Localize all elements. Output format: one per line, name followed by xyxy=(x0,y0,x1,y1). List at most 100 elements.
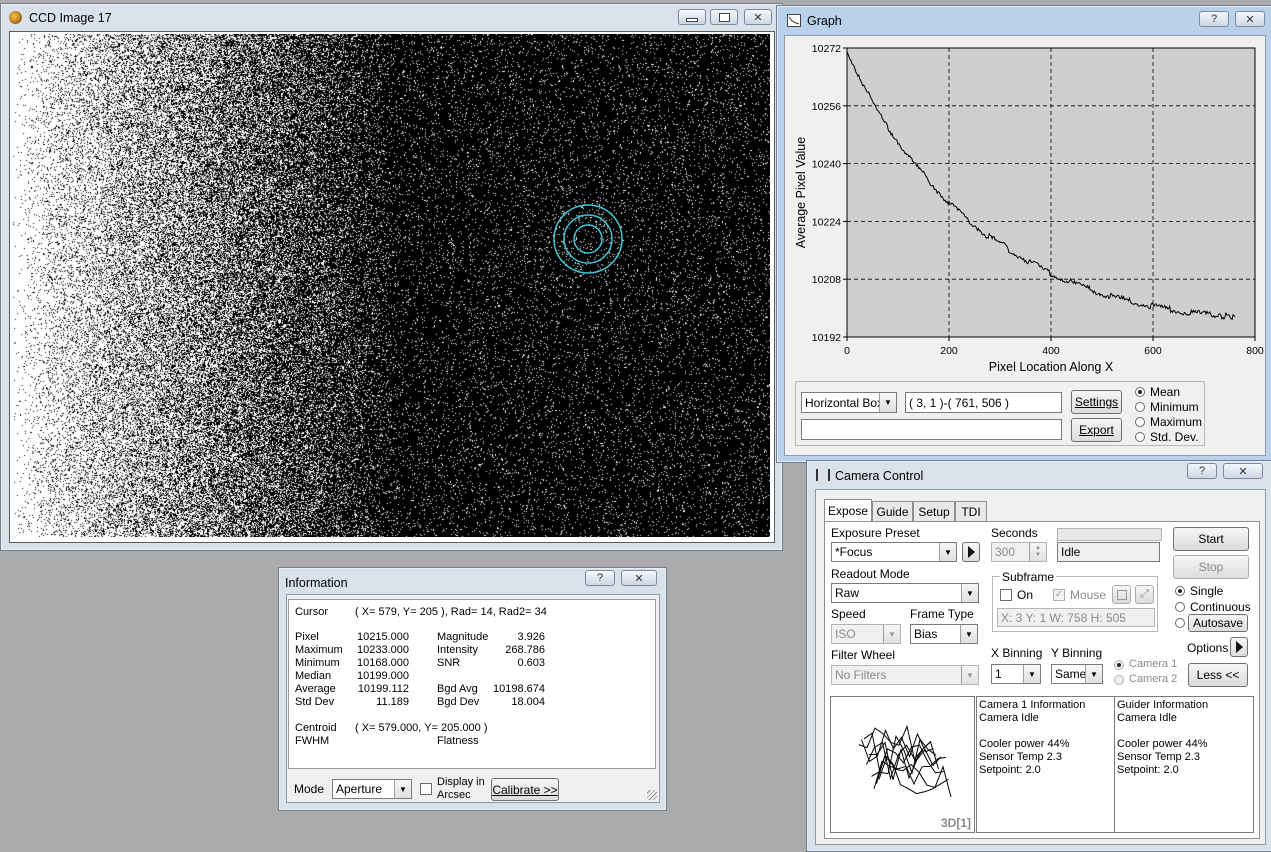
graph-mode-select[interactable]: Horizontal Box ▼ xyxy=(801,392,897,413)
y-tick-label: 10192 xyxy=(812,332,841,344)
camera2-option[interactable]: Camera 2 xyxy=(1113,672,1183,687)
readout-mode-select[interactable]: Raw ▼ xyxy=(831,583,979,603)
stop-button[interactable]: Stop xyxy=(1173,555,1249,579)
exposure-progress-bar xyxy=(1057,528,1162,541)
info-mode-label: Mode xyxy=(294,782,325,796)
tab-tdi[interactable]: TDI xyxy=(955,501,987,521)
arcsec-checkbox[interactable] xyxy=(420,783,432,795)
resize-grip-icon[interactable] xyxy=(647,790,657,800)
stat-label: Std Dev xyxy=(295,696,335,708)
close-icon: ✕ xyxy=(753,11,763,24)
maximize-button[interactable] xyxy=(710,9,738,25)
readout-mode-label: Readout Mode xyxy=(831,567,910,581)
help-icon: ? xyxy=(596,572,604,584)
chevron-down-icon: ▼ xyxy=(879,393,896,412)
close-button[interactable]: ✕ xyxy=(744,9,772,25)
stat-value: 10168.000 xyxy=(357,657,409,669)
y-binning-select[interactable]: Same ▼ xyxy=(1051,664,1103,684)
graph-close-button[interactable]: ✕ xyxy=(1235,11,1265,27)
ccd-image[interactable] xyxy=(12,34,770,537)
preview-mesh-line xyxy=(866,740,939,781)
stat-label: SNR xyxy=(437,657,461,669)
information-close-button[interactable]: ✕ xyxy=(621,570,657,586)
info-mode-select[interactable]: Aperture ▼ xyxy=(332,779,412,799)
stat-label: Average xyxy=(295,683,336,695)
camera1-option[interactable]: Camera 1 xyxy=(1113,657,1183,672)
chevron-down-icon: ▼ xyxy=(939,543,956,561)
graph-region-field[interactable]: ( 3, 1 )-( 761, 506 ) xyxy=(905,392,1062,413)
stat-option-std-dev[interactable]: Std. Dev. xyxy=(1133,429,1213,444)
autosave-button[interactable]: Autosave xyxy=(1188,614,1248,632)
start-button[interactable]: Start xyxy=(1173,527,1249,551)
subframe-select-button[interactable] xyxy=(1112,585,1131,604)
mode-option-autosave[interactable]: Autosave xyxy=(1173,614,1259,632)
mode-option-single[interactable]: Single xyxy=(1173,583,1259,598)
y-tick-label: 10256 xyxy=(812,101,841,113)
stat-label: Magnitude xyxy=(437,631,489,643)
x-binning-select[interactable]: 1 ▼ xyxy=(991,664,1041,684)
camera-info-panel: Camera 1 Information Camera Idle Cooler po… xyxy=(976,696,1116,833)
x-tick-label: 800 xyxy=(1246,345,1264,357)
information-window: Information ? ✕ Cursor ( X= 579, Y= 205 … xyxy=(278,567,667,811)
stat-option-minimum[interactable]: Minimum xyxy=(1133,399,1213,414)
camera-info-line: Cooler power 44% xyxy=(979,738,1070,750)
stat-value: 10198.674 xyxy=(493,683,545,695)
preview-mesh-line xyxy=(876,755,949,795)
chevron-down-icon: ▼ xyxy=(1023,665,1040,683)
preview-mesh-line xyxy=(863,732,937,775)
stat-label: Pixel xyxy=(295,631,319,643)
information-titlebar[interactable]: Information xyxy=(279,568,666,596)
minimize-button[interactable] xyxy=(678,9,706,25)
centroid-value: ( X= 579.000, Y= 205.000 ) xyxy=(355,722,488,734)
information-help-button[interactable]: ? xyxy=(585,570,615,586)
help-icon: ? xyxy=(1210,13,1218,25)
options-button[interactable] xyxy=(1230,637,1248,657)
ccd-titlebar[interactable]: CCD Image 17 xyxy=(1,4,782,32)
information-client: Cursor ( X= 579, Y= 205 ), Rad= 14, Rad2… xyxy=(286,594,660,803)
camera-close-button[interactable]: ✕ xyxy=(1223,463,1263,479)
less-button[interactable]: Less << xyxy=(1188,663,1248,687)
arcsec-label-2: Arcsec xyxy=(437,789,471,801)
tab-setup[interactable]: Setup xyxy=(913,501,955,521)
stat-label: Maximum xyxy=(295,644,343,656)
chevron-down-icon: ▼ xyxy=(883,625,900,643)
stat-option-mean[interactable]: Mean xyxy=(1133,384,1213,399)
subframe-on-checkbox[interactable] xyxy=(1000,589,1012,601)
camera-tabs: Expose Guide Setup TDI xyxy=(824,499,1024,521)
subframe-mouse-checkbox[interactable]: ✓ xyxy=(1053,589,1065,601)
tab-expose[interactable]: Expose xyxy=(824,499,872,521)
y-tick-label: 10208 xyxy=(812,274,841,286)
filter-wheel-select[interactable]: No Filters ▼ xyxy=(831,665,979,685)
calibrate-button[interactable]: Calibrate >> xyxy=(491,778,559,801)
seconds-field[interactable]: 300 ▲ ▼ xyxy=(991,542,1047,562)
guider-info-line: Camera Idle xyxy=(1117,712,1177,724)
camera-preview-panel[interactable]: 3D[1] xyxy=(830,696,975,833)
mode-option-continuous[interactable]: Continuous xyxy=(1173,599,1259,614)
radio-icon xyxy=(1135,417,1145,427)
graph-titlebar[interactable]: Graph xyxy=(777,6,1271,34)
radio-icon xyxy=(1135,432,1145,442)
x-axis-label: Pixel Location Along X xyxy=(989,360,1114,374)
stat-option-maximum[interactable]: Maximum xyxy=(1133,414,1213,429)
graph-export-button[interactable]: Export xyxy=(1071,418,1122,442)
help-icon: ? xyxy=(1198,465,1206,477)
graph-settings-button[interactable]: Settings xyxy=(1071,390,1122,414)
guider-info-panel: Guider Information Camera Idle Cooler powe… xyxy=(1114,696,1254,833)
subframe-fullframe-button[interactable]: ⤢ xyxy=(1135,585,1154,604)
guider-info-line: Setpoint: 2.0 xyxy=(1117,764,1179,776)
frame-type-select[interactable]: Bias ▼ xyxy=(910,624,978,644)
chevron-down-icon: ▼ xyxy=(961,666,978,684)
camera-help-button[interactable]: ? xyxy=(1187,463,1217,479)
tab-guide[interactable]: Guide xyxy=(872,501,913,521)
graph-help-button[interactable]: ? xyxy=(1199,11,1229,27)
frame-type-label: Frame Type xyxy=(910,607,974,621)
speed-select[interactable]: ISO ▼ xyxy=(831,624,901,644)
spinner-icon: ▲ ▼ xyxy=(1029,543,1046,561)
arcsec-label-1: Display in xyxy=(437,776,485,788)
ccd-window-title: CCD Image 17 xyxy=(29,11,112,25)
exposure-preset-select[interactable]: *Focus ▼ xyxy=(831,542,957,562)
x-tick-label: 600 xyxy=(1144,345,1162,357)
guider-info-line: Guider Information xyxy=(1117,699,1209,711)
camera-titlebar[interactable]: Camera Control xyxy=(807,461,1271,489)
exposure-preset-menu-button[interactable] xyxy=(962,542,980,562)
